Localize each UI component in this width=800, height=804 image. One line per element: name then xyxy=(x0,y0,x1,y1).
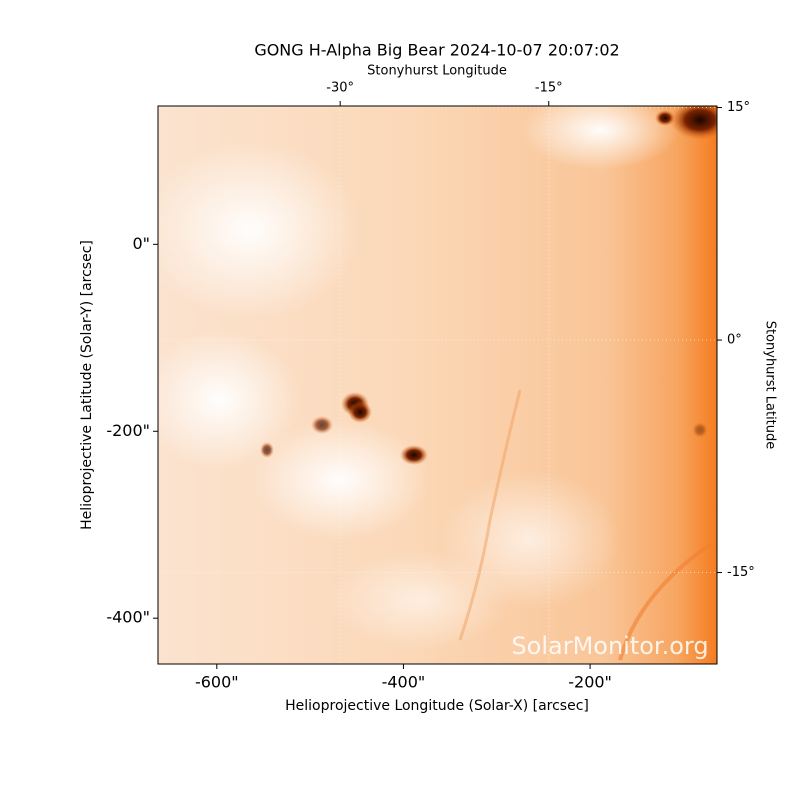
solar-image xyxy=(158,106,717,664)
x-axis-label: Helioprojective Longitude (Solar-X) [arc… xyxy=(285,698,589,714)
x-tick-label: -200" xyxy=(568,673,612,692)
plot-frame xyxy=(157,105,718,665)
y2-tick-label: 0° xyxy=(727,333,742,348)
y2-axis-label: Stonyhurst Latitude xyxy=(763,321,778,450)
watermark: SolarMonitor.org xyxy=(511,632,708,660)
x-tick-label: -400" xyxy=(382,673,426,692)
y2-tick-label: -15° xyxy=(727,565,755,580)
y-axis-label: Helioprojective Latitude (Solar-Y) [arcs… xyxy=(79,240,95,530)
y2-tick-label: 15° xyxy=(727,100,750,115)
chart-title: GONG H-Alpha Big Bear 2024-10-07 20:07:0… xyxy=(254,41,619,60)
y-tick-label: -200" xyxy=(106,421,150,440)
x-tick-label: -600" xyxy=(195,673,239,692)
y-tick-label: -400" xyxy=(106,608,150,627)
x2-tick-label: -15° xyxy=(535,81,563,96)
y-tick-label: 0" xyxy=(132,234,150,253)
stonyhurst-grid xyxy=(158,106,717,664)
x2-tick-label: -30° xyxy=(326,81,354,96)
x2-axis-label: Stonyhurst Longitude xyxy=(367,64,507,79)
